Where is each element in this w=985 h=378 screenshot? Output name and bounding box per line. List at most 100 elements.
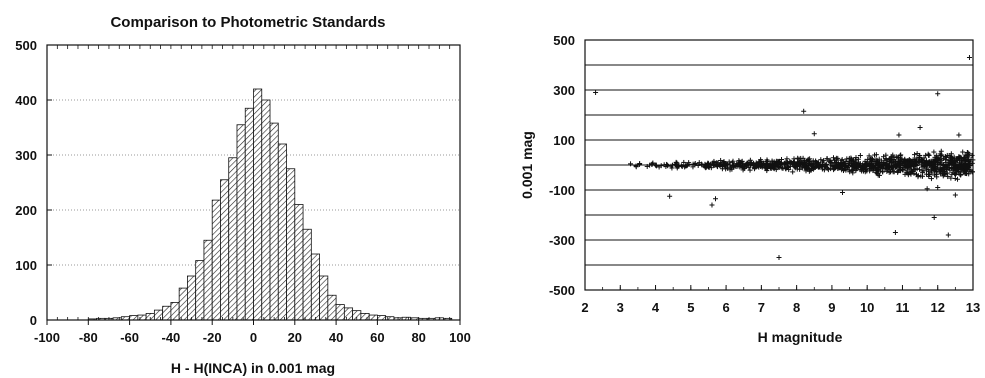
histogram-x-tick-label: 40 [329,330,343,345]
scatter-outlier [811,131,817,137]
scatter-outlier [801,108,807,114]
scatter-point [830,155,836,161]
scatter-point [714,163,720,169]
scatter-point [840,163,846,169]
histogram-bar [203,239,213,321]
scatter-point [897,167,903,173]
histogram-bar [162,305,172,321]
histogram-y-tick-label: 100 [15,258,37,273]
scatter-point [764,168,770,174]
scatter-outlier [935,91,941,97]
histogram-x-tick-label: 100 [449,330,471,345]
histogram-x-tick-label: -60 [120,330,139,345]
scatter-point [959,158,965,164]
scatter-point [815,161,821,167]
scatter-point [764,157,770,163]
scatter-x-tick-label: 8 [793,300,800,315]
histogram-bar [137,314,147,321]
scatter-point [730,164,736,170]
scatter-y-label: 0.001 mag [519,131,535,199]
scatter-point [866,153,872,159]
scatter-point [892,160,898,166]
scatter-point [784,156,790,162]
scatter-chart: 2 3 4 5 6 7 8 9 10 11 12 13 -500 -300 -100 100 300 500 0.… [519,33,980,345]
scatter-point [793,164,799,170]
scatter-point [848,155,854,161]
scatter-point [840,168,846,174]
scatter-point [855,156,861,162]
scatter-point [868,165,874,171]
histogram-bar [244,107,254,321]
scatter-point [758,157,764,163]
scatter-point [912,152,918,158]
scatter-frame [584,39,974,291]
scatter-point [926,152,932,158]
histogram-x-tick-label: -20 [203,330,222,345]
histogram-bar [220,179,230,321]
histogram-bar [286,168,296,321]
scatter-point [664,162,670,168]
scatter-point [886,165,892,171]
scatter-outlier [956,132,962,138]
scatter-point [653,163,659,169]
scatter-point [938,148,944,154]
histogram-y-tick-label: 400 [15,93,37,108]
histogram-x-tick-label: 0 [250,330,257,345]
scatter-point [891,154,897,160]
scatter-point [835,163,841,169]
histogram-bar [261,99,271,321]
scatter-point [925,151,931,157]
scatter-point [961,164,967,170]
scatter-point [964,167,970,173]
scatter-x-label: H magnitude [758,329,843,345]
scatter-point [821,158,827,164]
scatter-point [938,161,944,167]
scatter-point [772,161,778,167]
scatter-point [763,165,769,171]
scatter-point [937,156,943,162]
scatter-point [787,158,793,164]
scatter-point [905,162,911,168]
scatter-point [955,163,961,169]
histogram-bar [343,307,354,321]
scatter-x-tick-label: 4 [652,300,660,315]
histogram-y-tick-label: 200 [15,203,37,218]
scatter-x-tick-label: 12 [930,300,944,315]
scatter-point [877,162,883,168]
scatter-point [814,163,820,169]
histogram-x-tick-label: 20 [288,330,302,345]
scatter-outlier [931,215,937,220]
scatter-outlier [917,125,923,130]
scatter-point [827,157,833,163]
scatter-point [796,156,802,162]
scatter-point [948,175,954,181]
scatter-point [907,158,913,164]
scatter-point [649,161,655,167]
scatter-point [949,171,955,177]
scatter-point [829,163,835,169]
scatter-point [894,164,900,170]
scatter-point [797,159,803,165]
scatter-point [744,162,750,168]
scatter-point [832,166,838,172]
scatter-point [823,162,829,168]
scatter-point [789,160,795,166]
scatter-point [931,172,937,178]
scatter-point [696,160,702,166]
scatter-point [868,156,874,162]
scatter-point [845,165,851,171]
scatter-point [949,160,955,166]
scatter-y-tick-label: -100 [549,183,575,198]
histogram-y-tick-label: 0 [30,313,37,328]
scatter-point [801,162,807,168]
histogram-bar [178,287,188,321]
scatter-point [686,160,692,166]
scatter-point [705,160,711,166]
scatter-point [944,163,950,169]
scatter-point [879,158,885,164]
scatter-point [913,161,919,167]
scatter-outlier [713,196,719,202]
scatter-point [806,167,812,173]
scatter-point [921,162,927,168]
histogram-bar [335,304,345,321]
